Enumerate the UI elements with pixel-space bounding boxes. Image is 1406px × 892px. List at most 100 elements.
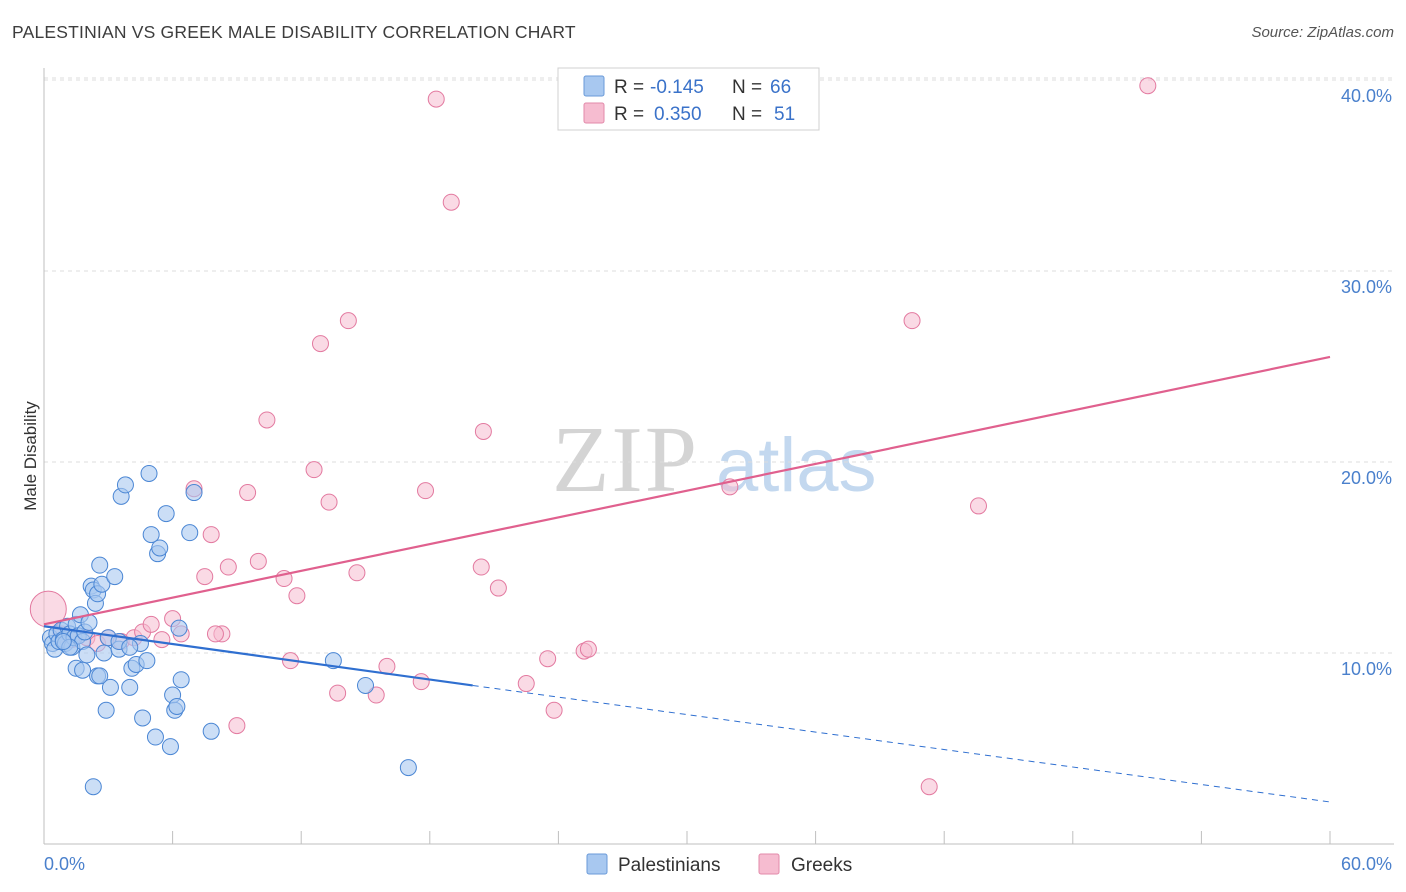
greeks-point xyxy=(311,335,329,353)
palestinians-point xyxy=(91,667,109,685)
greeks-point xyxy=(442,193,460,211)
watermark-atlas: atlas xyxy=(716,423,877,508)
greeks-point xyxy=(348,564,366,582)
greeks-point xyxy=(239,484,257,502)
greeks-point xyxy=(367,686,385,704)
series-legend: Palestinians Greeks xyxy=(586,853,852,876)
palestinians-point xyxy=(170,619,188,637)
series-legend-label-greeks: Greeks xyxy=(791,855,852,876)
greeks-point xyxy=(1139,77,1157,95)
greeks-point xyxy=(920,778,938,796)
palestinians-point xyxy=(151,539,169,557)
correlation-legend: R = -0.145 N = 66 R = 0.350 N = 51 xyxy=(557,67,820,131)
palestinians-points xyxy=(41,464,417,796)
legend-r-label-2: R = xyxy=(614,104,644,125)
palestinians-trendline-extension xyxy=(472,684,1331,803)
palestinians-point xyxy=(54,633,72,651)
series-legend-swatch-greeks xyxy=(758,853,780,875)
greeks-point xyxy=(474,422,492,440)
greeks-point xyxy=(969,497,987,515)
legend-swatch-palestinians xyxy=(583,75,605,97)
greeks-point xyxy=(142,615,160,633)
greeks-point xyxy=(320,493,338,511)
palestinians-point xyxy=(168,697,186,715)
palestinians-point xyxy=(146,728,164,746)
y-tick-label-10: 10.0% xyxy=(1341,659,1392,679)
greeks-point xyxy=(305,461,323,479)
palestinians-point xyxy=(95,644,113,662)
axes xyxy=(43,68,1394,845)
palestinians-point xyxy=(172,671,190,689)
greeks-point xyxy=(202,526,220,544)
legend-n-label-2: N = xyxy=(732,104,762,125)
palestinians-point xyxy=(116,476,134,494)
palestinians-point xyxy=(84,778,102,796)
greeks-point xyxy=(545,701,563,719)
palestinians-point xyxy=(78,646,96,664)
watermark-zip: ZIP xyxy=(552,408,699,512)
greeks-point xyxy=(489,579,507,597)
greeks-point xyxy=(903,312,921,330)
palestinians-point xyxy=(357,676,374,694)
greeks-point xyxy=(472,558,490,576)
palestinians-point xyxy=(93,575,111,593)
x-tick-label-max: 60.0% xyxy=(1341,854,1392,874)
greeks-point xyxy=(329,684,347,702)
greeks-point xyxy=(196,568,214,586)
gridlines xyxy=(44,77,1394,654)
palestinians-point xyxy=(138,652,156,670)
palestinians-point xyxy=(157,505,175,523)
greeks-point xyxy=(339,312,357,330)
trendlines xyxy=(43,355,1331,803)
palestinians-point xyxy=(181,524,199,542)
source-credit: Source: ZipAtlas.com xyxy=(1251,24,1394,41)
palestinians-point xyxy=(121,678,139,696)
palestinians-point xyxy=(161,738,179,756)
palestinians-point xyxy=(121,638,139,656)
greeks-point xyxy=(288,587,306,605)
palestinians-point xyxy=(134,709,152,727)
greeks-point xyxy=(412,673,430,691)
legend-n-value-2: 51 xyxy=(774,104,795,125)
y-tick-label-20: 20.0% xyxy=(1341,468,1392,488)
series-legend-label-palestinians: Palestinians xyxy=(618,855,720,876)
chart-title: PALESTINIAN VS GREEK MALE DISABILITY COR… xyxy=(12,22,576,42)
series-legend-swatch-palestinians xyxy=(586,853,608,875)
palestinians-point xyxy=(101,678,119,696)
legend-swatch-greeks xyxy=(583,102,605,124)
palestinians-point xyxy=(202,722,220,740)
palestinians-point xyxy=(185,484,203,502)
y-tick-label-30: 30.0% xyxy=(1341,277,1392,297)
greeks-trendline xyxy=(43,355,1331,626)
palestinians-point xyxy=(142,526,160,544)
palestinians-point xyxy=(97,701,115,719)
legend-r-value-1: -0.145 xyxy=(650,77,704,98)
greeks-point xyxy=(249,552,267,570)
greeks-point xyxy=(427,90,445,108)
greeks-point xyxy=(206,625,224,643)
greeks-point xyxy=(417,482,435,500)
greeks-point xyxy=(517,675,535,693)
legend-r-value-2: 0.350 xyxy=(654,104,702,125)
greeks-point xyxy=(539,650,557,668)
palestinians-trendline xyxy=(43,625,473,687)
legend-n-value-1: 66 xyxy=(770,77,791,98)
palestinians-point xyxy=(140,464,158,482)
greeks-point xyxy=(219,558,237,576)
palestinians-point xyxy=(91,556,109,574)
palestinians-point xyxy=(106,568,124,586)
legend-n-label-1: N = xyxy=(732,77,762,98)
greeks-point xyxy=(228,717,246,735)
legend-r-label-1: R = xyxy=(614,77,644,98)
palestinians-point xyxy=(399,759,417,777)
greeks-point xyxy=(579,640,597,658)
x-axis-ticks xyxy=(172,831,1331,844)
y-axis-title: Male Disability xyxy=(21,401,40,511)
y-axis-tick-labels: 10.0% 20.0% 30.0% 40.0% xyxy=(1341,86,1392,679)
greeks-point xyxy=(153,631,171,649)
x-tick-label-min: 0.0% xyxy=(44,854,85,874)
y-tick-label-40: 40.0% xyxy=(1341,86,1392,106)
palestinians-point xyxy=(74,661,92,679)
greeks-point xyxy=(258,411,276,429)
